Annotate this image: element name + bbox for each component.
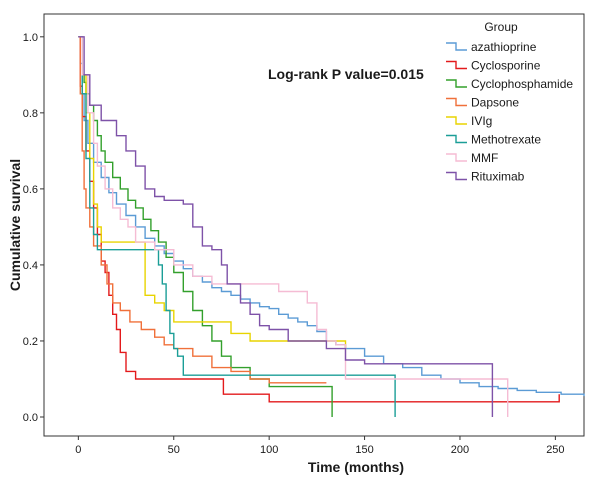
y-tick-label: 1.0	[23, 32, 38, 44]
y-tick-label: 0.0	[23, 412, 38, 424]
legend-label-dapsone: Dapsone	[471, 96, 519, 110]
y-axis-title: Cumulative survival	[7, 159, 23, 291]
legend-label-mmf: MMF	[471, 151, 498, 165]
survival-curve-ivig	[78, 36, 347, 349]
series-layer	[78, 36, 585, 417]
y-axis-ticks: 0.0 0.2 0.4 0.6 0.8 1.0	[23, 32, 44, 424]
survival-curve-rituximab	[78, 36, 494, 417]
y-tick-label: 0.4	[23, 260, 38, 272]
x-tick-label: 100	[260, 444, 278, 456]
y-tick-label: 0.6	[23, 184, 38, 196]
legend-title: Group	[484, 20, 518, 34]
x-tick-label: 0	[75, 444, 81, 456]
legend: Group azathioprine Cyclosporine Cyclophosp…	[446, 20, 573, 184]
plot-frame	[43, 13, 585, 437]
y-tick-label: 0.8	[23, 108, 38, 120]
legend-label-methotrexate: Methotrexate	[471, 133, 541, 147]
x-tick-label: 50	[168, 444, 180, 456]
x-axis-title: Time (months)	[308, 459, 404, 475]
legend-swatch-dapsone	[446, 97, 467, 107]
legend-label-rituximab: Rituximab	[471, 170, 525, 184]
legend-swatch-ivig	[446, 116, 467, 125]
legend-swatch-cyclophosphamide	[446, 79, 467, 88]
x-tick-label: 250	[546, 444, 564, 456]
survival-curve-dapsone	[78, 36, 327, 384]
x-tick-label: 200	[451, 444, 469, 456]
legend-label-azathioprine: azathioprine	[471, 40, 537, 54]
legend-swatch-rituximab	[446, 171, 467, 181]
legend-label-cyclosporine: Cyclosporine	[471, 59, 541, 73]
log-rank-annotation: Log-rank P value=0.015	[268, 66, 424, 82]
x-axis-ticks: 0 50 100 150 200 250	[75, 436, 565, 456]
x-tick-label: 150	[355, 444, 373, 456]
survival-curve-cyclophosphamide	[78, 36, 333, 417]
legend-swatch-methotrexate	[446, 134, 467, 144]
legend-swatch-mmf	[446, 153, 467, 162]
legend-label-cyclophosphamide: Cyclophosphamide	[471, 77, 573, 91]
survival-curve-methotrexate	[78, 36, 396, 417]
legend-swatch-cyclosporine	[446, 60, 467, 70]
legend-swatch-azathioprine	[446, 42, 467, 51]
legend-label-ivig: IVIg	[471, 114, 492, 128]
y-tick-label: 0.2	[23, 336, 38, 348]
